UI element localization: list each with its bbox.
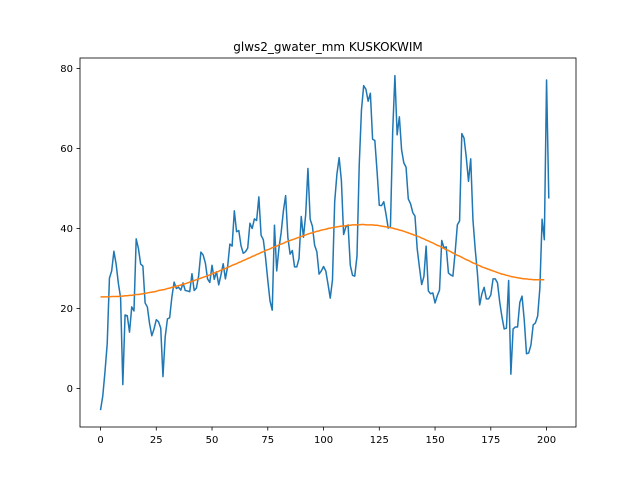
y-tick-label: 0 — [67, 384, 73, 395]
series-layer — [99, 74, 550, 411]
x-tick-label: 50 — [206, 435, 219, 446]
plot-frame — [79, 57, 577, 428]
y-tick-label: 20 — [60, 304, 73, 315]
x-tick-label: 125 — [370, 435, 389, 446]
x-tick-label: 75 — [261, 435, 274, 446]
series-line-1 — [100, 223, 545, 298]
axes-layer: 0 25 50 75 100 125 150 175 200 0 20 40 60 80 — [60, 57, 577, 446]
y-tick-label: 40 — [60, 224, 73, 235]
x-tick-label: 150 — [426, 435, 445, 446]
series-line-0 — [99, 74, 550, 411]
chart-title: glws2_gwater_mm KUSKOKWIM — [233, 40, 422, 54]
y-tick-label: 80 — [60, 64, 73, 75]
x-tick-label: 100 — [314, 435, 333, 446]
x-tick-label: 200 — [537, 435, 556, 446]
x-tick-label: 175 — [481, 435, 500, 446]
y-tick-label: 60 — [60, 144, 73, 155]
x-tick-label: 0 — [97, 435, 103, 446]
x-tick-label: 25 — [150, 435, 163, 446]
